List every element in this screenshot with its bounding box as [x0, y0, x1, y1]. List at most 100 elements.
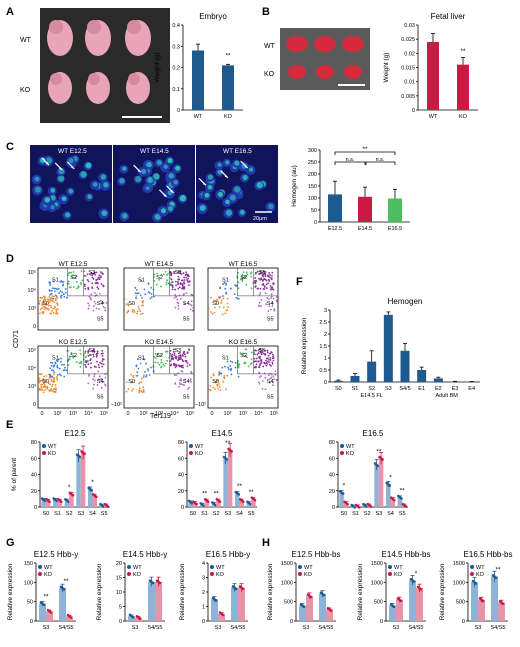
y-tick-label: 0	[324, 380, 327, 386]
data-point	[49, 611, 53, 614]
chart-g1: 0 50 100 150 Relative expression E12.5 Hbb-y *…	[7, 550, 78, 631]
y-tick-label: 20	[31, 489, 37, 495]
chart-a: 0 0.1 0.2 0.3 0.4 Weight (g) Embryo WT KO **	[154, 12, 243, 120]
y-tick-label: 3	[324, 308, 327, 314]
data-point	[365, 505, 368, 508]
flow-plot-title: WT E12.5	[59, 261, 88, 268]
y-tick-label: 1500	[281, 561, 293, 567]
y-tick-label: 1000	[281, 580, 293, 586]
y-axis-label: Relative expression	[267, 563, 274, 620]
bar-ko-s2	[69, 494, 74, 507]
data-point	[71, 493, 75, 497]
data-point	[412, 580, 416, 583]
data-point	[241, 500, 245, 504]
y-tick-label: 0.1	[172, 87, 180, 93]
y-tick-label: 0	[34, 505, 37, 511]
x-tick-label: S3	[303, 625, 310, 631]
y-tick-label: 0	[119, 619, 122, 625]
y-tick-label: 1	[202, 605, 205, 611]
y-axis-label: Relative expression	[179, 563, 186, 620]
data-point	[302, 605, 306, 609]
data-point	[102, 505, 105, 508]
bar-ko-s3	[135, 617, 142, 621]
y-tick-label: 0	[181, 505, 184, 511]
bar-ko-s3	[396, 599, 403, 621]
data-point	[138, 617, 142, 621]
y-axis-label: Hemogen (au)	[291, 165, 298, 207]
legend-marker-ko	[42, 451, 46, 455]
y-axis-label: Weight (g)	[154, 53, 161, 83]
y-tick-label: 40	[329, 473, 335, 479]
flow-y-tick: 10³	[28, 306, 36, 312]
chart-title: E16.5 Hbb-y	[206, 550, 250, 559]
data-point	[195, 502, 198, 506]
legend-marker-ko	[298, 572, 302, 576]
micrograph-label-e12: WT E12.5	[58, 148, 87, 155]
data-point	[353, 506, 357, 509]
legend-marker-ko	[388, 572, 392, 576]
flow-y-tick: 0	[33, 402, 36, 408]
panel-letter-c: C	[6, 141, 14, 153]
bar-ko-s4	[92, 495, 97, 507]
bar-wt-s2	[64, 500, 70, 507]
gate-label: S5	[267, 317, 274, 323]
gate-label: S4	[97, 379, 104, 385]
sig-mark: **	[202, 491, 208, 498]
data-point	[62, 588, 66, 591]
data-point	[234, 587, 238, 591]
bar-ko-s3	[227, 450, 233, 507]
y-tick-label: 0.4	[172, 23, 180, 29]
y-tick-label: 0.03	[404, 23, 415, 29]
bar-ko-s3	[46, 611, 53, 621]
x-tick-label: S3	[385, 386, 392, 392]
legend-marker-wt	[388, 565, 392, 569]
flow-x-tick: 10⁵	[100, 410, 108, 417]
chart-h3: 0 500 1000 1500 Relative expression E16.5 Hbb…	[439, 550, 512, 631]
data-point	[322, 593, 326, 597]
bar-ko-s5	[251, 498, 256, 507]
x-tick-label: S2	[66, 511, 73, 517]
y-tick-label: 40	[31, 473, 37, 479]
legend-label-ko: KO	[346, 451, 355, 457]
x-tick-label: S5	[399, 511, 406, 517]
flow-x-tick: 10³	[69, 411, 77, 417]
panel-letter-d: D	[6, 253, 14, 265]
data-point	[481, 599, 485, 603]
flow-plot	[207, 345, 279, 409]
y-tick-label: 500	[374, 600, 383, 606]
chart-title: E12.5	[65, 429, 86, 438]
panel-letter-g: G	[6, 537, 15, 549]
y-tick-label: 250	[308, 160, 317, 166]
data-point	[131, 615, 135, 619]
x-tick-label: E16.5	[388, 226, 402, 232]
flow-ylabel: CD71	[13, 330, 20, 348]
bar-wt-s3	[389, 605, 396, 621]
flow-y-tick: 10⁴	[28, 287, 37, 294]
bar-ko-s3	[478, 599, 485, 621]
bar-wt-s0	[188, 502, 193, 507]
data-point	[225, 458, 229, 461]
data-point	[419, 588, 423, 591]
legend-label-ko: KO	[476, 572, 485, 578]
y-axis-label: Relative expression	[357, 563, 364, 620]
legend-marker-ko	[340, 451, 344, 455]
chart-g2: 0 5 10 15 20 Relative expression E14.5 Hbb-y S3…	[96, 550, 167, 631]
sig-mark: **	[400, 487, 406, 494]
micrograph-label-e14: WT E14.5	[140, 148, 169, 155]
y-tick-label: 20	[116, 561, 122, 567]
flow-y-tick: 0	[33, 324, 36, 330]
gate-label: S2	[240, 275, 247, 281]
y-tick-label: 60	[178, 456, 184, 462]
gate-label: S0	[212, 301, 219, 307]
flow-y-tick: 10⁵	[28, 347, 36, 354]
y-tick-label: 0	[412, 108, 415, 114]
sig-mark: **	[495, 567, 501, 574]
bar-wt-s5	[246, 502, 252, 507]
gate-label: S1	[52, 356, 59, 362]
legend-marker-ko	[470, 572, 474, 576]
sig-mark: **	[237, 483, 243, 490]
bar-ko-s1	[57, 500, 62, 507]
x-tick-label: S2	[213, 511, 220, 517]
